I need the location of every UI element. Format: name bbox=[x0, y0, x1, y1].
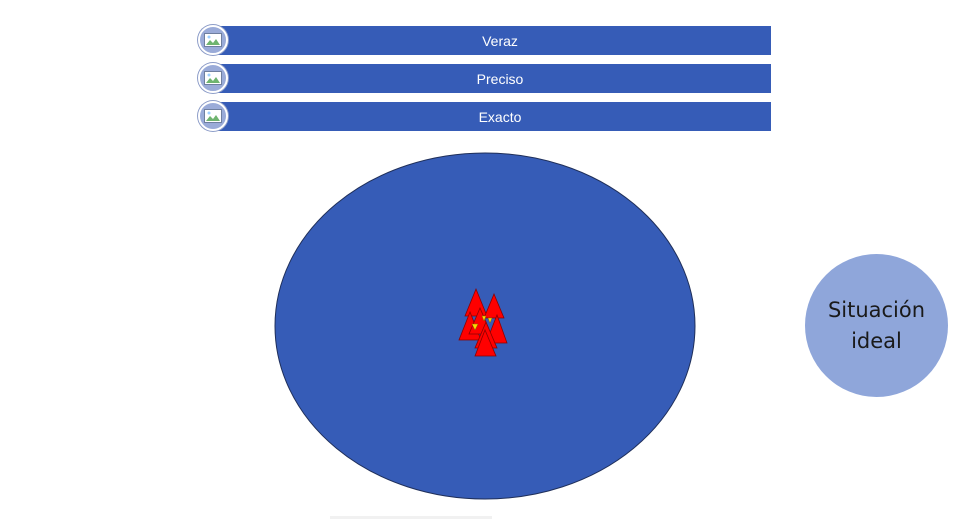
marker-accent bbox=[481, 315, 487, 322]
marker-accent bbox=[471, 323, 479, 331]
triangle-marker bbox=[483, 292, 505, 319]
bar-label: Veraz bbox=[482, 32, 518, 49]
marker-accent bbox=[487, 317, 493, 324]
picture-icon bbox=[198, 63, 228, 93]
picture-icon bbox=[198, 101, 228, 131]
bottom-divider bbox=[330, 516, 492, 519]
ideal-line-1: Situación bbox=[827, 297, 926, 322]
bar-veraz: Veraz bbox=[213, 26, 771, 55]
bar-exacto: Exacto bbox=[213, 102, 771, 131]
bar-label: Preciso bbox=[476, 70, 524, 87]
triangle-marker bbox=[464, 287, 488, 317]
triangle-marker bbox=[474, 328, 497, 357]
picture-icon bbox=[198, 25, 228, 55]
bar-preciso: Preciso bbox=[213, 64, 771, 93]
ideal-situation-circle: Situación ideal bbox=[805, 254, 948, 397]
ideal-line-2: ideal bbox=[851, 328, 902, 353]
bar-label: Exacto bbox=[478, 108, 522, 125]
